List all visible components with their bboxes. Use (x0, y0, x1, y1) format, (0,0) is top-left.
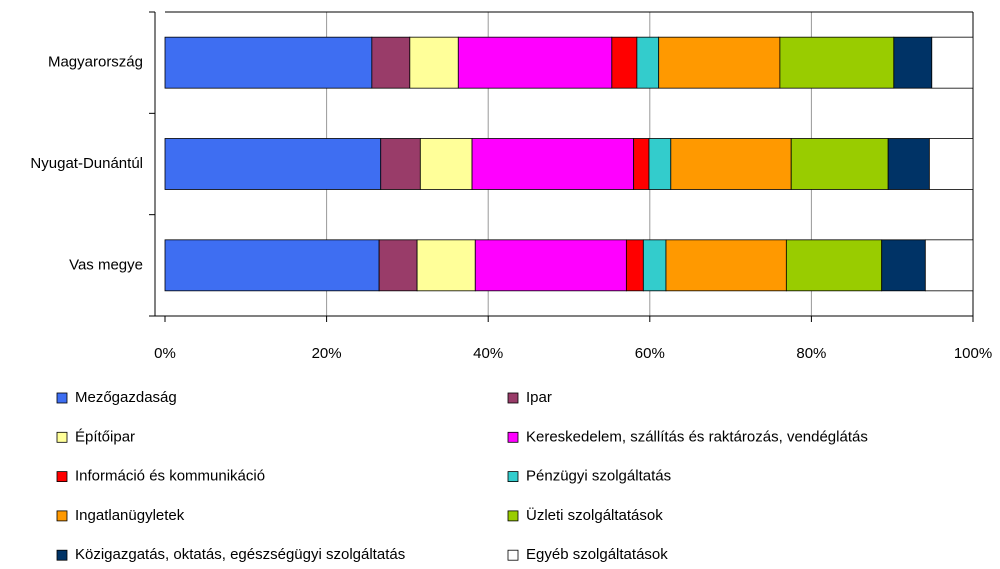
legend-swatch (507, 549, 519, 561)
x-tick-label: 20% (312, 345, 342, 362)
bar-segment (670, 138, 792, 190)
bar-segment (416, 239, 476, 292)
legend-label: Információ és kommunikáció (75, 468, 265, 485)
bar-segment (779, 36, 895, 89)
bar-segment (474, 239, 627, 292)
bar-segment (928, 138, 974, 190)
legend-swatch (507, 471, 519, 483)
y-tick-label: Magyarország (48, 54, 143, 71)
legend-label: Építőipar (75, 428, 135, 445)
bar-segment (611, 36, 638, 89)
bar-segment (665, 239, 787, 292)
bar-segment (378, 239, 418, 292)
bar-segment (457, 36, 613, 89)
bar-segment (471, 138, 635, 190)
legend-label: Ipar (526, 389, 552, 406)
legend-swatch (507, 392, 519, 404)
bar-segment (893, 36, 933, 89)
legend-swatch (507, 431, 519, 443)
legend-swatch (56, 510, 68, 522)
x-tick-label: 100% (954, 345, 992, 362)
bar-segment (790, 138, 889, 190)
bar-segment (164, 239, 380, 292)
legend-swatch (56, 431, 68, 443)
legend-label: Ingatlanügyletek (75, 507, 185, 524)
bar-segment (371, 36, 411, 89)
bar-segment (164, 138, 382, 190)
bar-segment (625, 239, 644, 292)
x-tick-label: 0% (154, 345, 176, 362)
bar-segment (924, 239, 974, 292)
bar-segment (931, 36, 974, 89)
legend-label: Pénzügyi szolgáltatás (526, 468, 671, 485)
bar-segment (636, 36, 660, 89)
legend-label: Egyéb szolgáltatások (526, 546, 668, 563)
bar-segment (380, 138, 421, 190)
bar-segment (785, 239, 883, 292)
bar-segment (658, 36, 781, 89)
legend-swatch (56, 392, 68, 404)
legend-swatch (56, 549, 68, 561)
x-tick-label: 60% (635, 345, 665, 362)
bar-segment (887, 138, 930, 190)
legend-swatch (507, 510, 519, 522)
legend-swatch (56, 471, 68, 483)
x-tick-label: 40% (473, 345, 503, 362)
legend-label: Közigazgatás, oktatás, egészségügyi szol… (75, 546, 405, 563)
y-tick-label: Vas megye (69, 256, 143, 273)
bar-segment (881, 239, 926, 292)
legend-label: Mezőgazdaság (75, 389, 177, 406)
bar-segment (419, 138, 473, 190)
bar-segment (648, 138, 672, 190)
legend-label: Üzleti szolgáltatások (526, 506, 663, 524)
y-tick-label: Nyugat-Dunántúl (30, 155, 143, 172)
bar-segment (633, 138, 650, 190)
x-tick-label: 80% (796, 345, 826, 362)
legend-label: Kereskedelem, szállítás és raktározás, v… (526, 428, 868, 445)
bar-segment (642, 239, 667, 292)
bar-segment (409, 36, 459, 89)
bar-segment (164, 36, 373, 89)
